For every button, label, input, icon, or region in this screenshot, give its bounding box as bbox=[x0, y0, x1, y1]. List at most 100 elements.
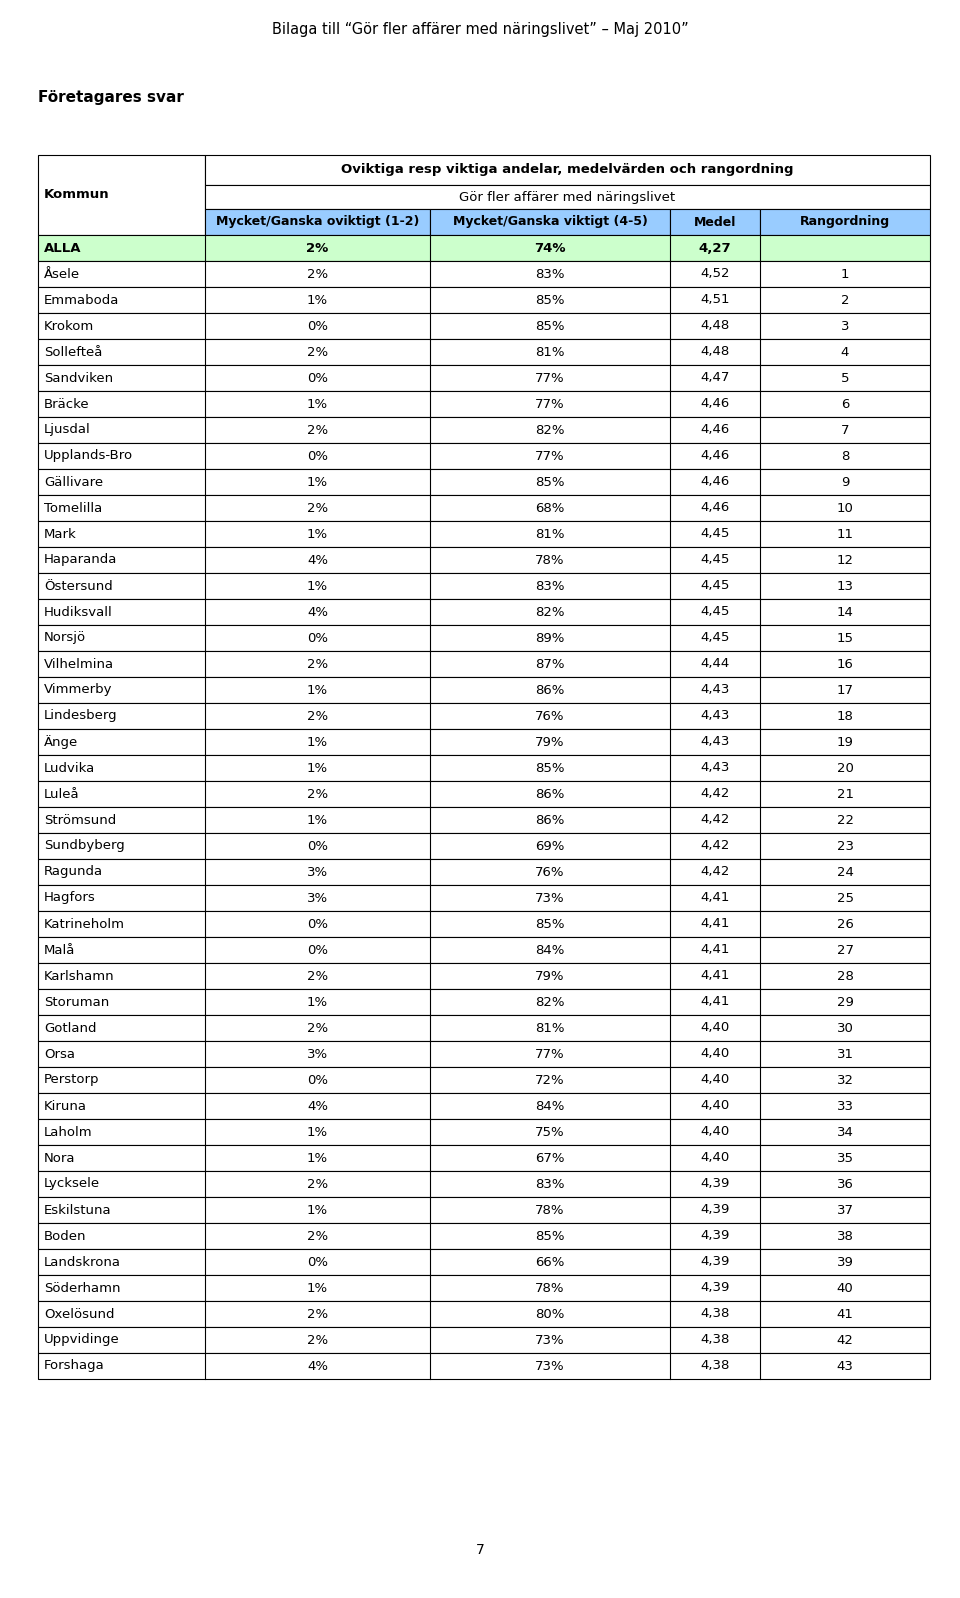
Text: 73%: 73% bbox=[535, 1360, 564, 1373]
Text: 0%: 0% bbox=[307, 839, 328, 852]
Text: 77%: 77% bbox=[535, 449, 564, 462]
Text: 4,46: 4,46 bbox=[701, 502, 730, 515]
Bar bbox=[38, 495, 930, 521]
Text: 41: 41 bbox=[836, 1307, 853, 1320]
Text: 2%: 2% bbox=[307, 1333, 328, 1347]
Text: 10: 10 bbox=[836, 502, 853, 515]
Text: 4,44: 4,44 bbox=[701, 657, 730, 671]
Text: 2%: 2% bbox=[307, 1229, 328, 1243]
Text: Oviktiga resp viktiga andelar, medelvärden och rangordning: Oviktiga resp viktiga andelar, medelvärd… bbox=[341, 163, 794, 176]
Text: 79%: 79% bbox=[536, 735, 564, 748]
Bar bbox=[38, 313, 930, 339]
Bar bbox=[430, 209, 670, 235]
Text: 1%: 1% bbox=[307, 1125, 328, 1138]
Text: 12: 12 bbox=[836, 553, 853, 567]
Text: 2%: 2% bbox=[307, 1021, 328, 1034]
Text: 29: 29 bbox=[836, 996, 853, 1008]
Text: Hagfors: Hagfors bbox=[44, 892, 96, 904]
Text: 23: 23 bbox=[836, 839, 853, 852]
Text: 83%: 83% bbox=[536, 1178, 564, 1191]
Text: 81%: 81% bbox=[536, 1021, 564, 1034]
Text: ALLA: ALLA bbox=[44, 241, 82, 254]
Text: 75%: 75% bbox=[535, 1125, 564, 1138]
Text: Karlshamn: Karlshamn bbox=[44, 970, 114, 983]
Text: 38: 38 bbox=[836, 1229, 853, 1243]
Text: 7: 7 bbox=[475, 1544, 485, 1556]
Bar bbox=[38, 155, 205, 235]
Text: Företagares svar: Företagares svar bbox=[38, 89, 184, 105]
Text: 76%: 76% bbox=[536, 710, 564, 722]
Text: 4,46: 4,46 bbox=[701, 449, 730, 462]
Text: 0%: 0% bbox=[307, 1074, 328, 1087]
Text: 4%: 4% bbox=[307, 553, 328, 567]
Text: Söderhamn: Söderhamn bbox=[44, 1282, 121, 1294]
Text: 21: 21 bbox=[836, 788, 853, 801]
Text: 11: 11 bbox=[836, 527, 853, 540]
Text: 85%: 85% bbox=[536, 917, 564, 930]
Text: 32: 32 bbox=[836, 1074, 853, 1087]
Text: 4%: 4% bbox=[307, 1099, 328, 1112]
Text: Bilaga till “Gör fler affärer med näringslivet” – Maj 2010”: Bilaga till “Gör fler affärer med näring… bbox=[272, 22, 688, 37]
Text: 4,40: 4,40 bbox=[701, 1099, 730, 1112]
Bar bbox=[38, 1093, 930, 1119]
Text: 4,46: 4,46 bbox=[701, 476, 730, 489]
Text: 4,39: 4,39 bbox=[700, 1203, 730, 1216]
Text: 4,43: 4,43 bbox=[700, 684, 730, 697]
Text: Östersund: Östersund bbox=[44, 580, 112, 593]
Text: 4,39: 4,39 bbox=[700, 1229, 730, 1243]
Text: Sandviken: Sandviken bbox=[44, 371, 113, 385]
Text: 0%: 0% bbox=[307, 371, 328, 385]
Text: 1%: 1% bbox=[307, 476, 328, 489]
Bar bbox=[38, 911, 930, 936]
Text: 82%: 82% bbox=[536, 606, 564, 618]
Text: 81%: 81% bbox=[536, 345, 564, 358]
Bar bbox=[38, 574, 930, 599]
Text: 4,27: 4,27 bbox=[699, 241, 732, 254]
Text: 1%: 1% bbox=[307, 735, 328, 748]
Text: 80%: 80% bbox=[536, 1307, 564, 1320]
Text: 4,45: 4,45 bbox=[700, 631, 730, 644]
Bar bbox=[38, 288, 930, 313]
Bar bbox=[38, 1040, 930, 1067]
Text: 1%: 1% bbox=[307, 684, 328, 697]
Bar bbox=[38, 443, 930, 468]
Text: 1%: 1% bbox=[307, 813, 328, 826]
Text: 37: 37 bbox=[836, 1203, 853, 1216]
Text: 85%: 85% bbox=[536, 476, 564, 489]
Text: 4,42: 4,42 bbox=[700, 866, 730, 879]
Text: 85%: 85% bbox=[536, 320, 564, 332]
Text: 3: 3 bbox=[841, 320, 850, 332]
Text: Sundbyberg: Sundbyberg bbox=[44, 839, 125, 852]
Text: 2%: 2% bbox=[307, 267, 328, 281]
Bar bbox=[38, 964, 930, 989]
Text: 2%: 2% bbox=[307, 423, 328, 436]
Text: 19: 19 bbox=[836, 735, 853, 748]
Text: 0%: 0% bbox=[307, 631, 328, 644]
Text: Tomelilla: Tomelilla bbox=[44, 502, 103, 515]
Text: 14: 14 bbox=[836, 606, 853, 618]
Text: 13: 13 bbox=[836, 580, 853, 593]
Text: 4,38: 4,38 bbox=[700, 1307, 730, 1320]
Text: 77%: 77% bbox=[535, 371, 564, 385]
Text: 76%: 76% bbox=[536, 866, 564, 879]
Text: Lindesberg: Lindesberg bbox=[44, 710, 118, 722]
Text: Ljusdal: Ljusdal bbox=[44, 423, 91, 436]
Text: 4,39: 4,39 bbox=[700, 1282, 730, 1294]
Text: 30: 30 bbox=[836, 1021, 853, 1034]
Text: 85%: 85% bbox=[536, 294, 564, 307]
Text: 4: 4 bbox=[841, 345, 850, 358]
Text: 7: 7 bbox=[841, 423, 850, 436]
Text: 4%: 4% bbox=[307, 1360, 328, 1373]
Text: 4,48: 4,48 bbox=[701, 320, 730, 332]
Bar bbox=[38, 1015, 930, 1040]
Bar bbox=[38, 1171, 930, 1197]
Text: 34: 34 bbox=[836, 1125, 853, 1138]
Text: 1%: 1% bbox=[307, 294, 328, 307]
Text: Gör fler affärer med näringslivet: Gör fler affärer med näringslivet bbox=[460, 190, 676, 203]
Text: 5: 5 bbox=[841, 371, 850, 385]
Text: 4,52: 4,52 bbox=[700, 267, 730, 281]
Bar bbox=[38, 1326, 930, 1354]
Text: Rangordning: Rangordning bbox=[800, 216, 890, 229]
Text: 26: 26 bbox=[836, 917, 853, 930]
Bar bbox=[205, 155, 930, 185]
